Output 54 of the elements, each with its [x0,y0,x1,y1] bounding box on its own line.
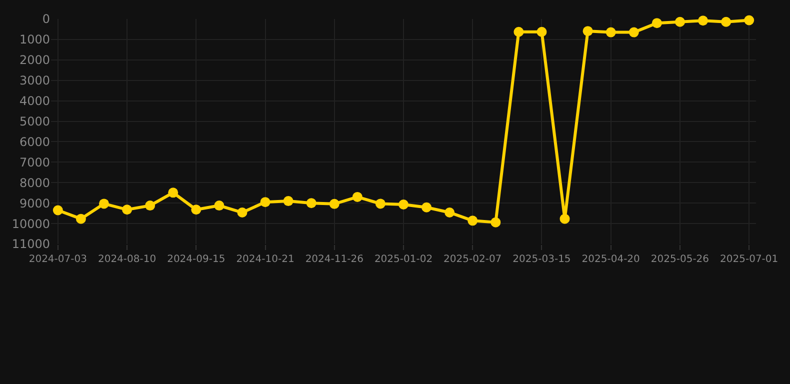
point [674,16,685,27]
point [652,18,662,28]
point [514,26,524,37]
x-tick-label: 2025-01-02 [374,254,433,265]
y-tick-label: 6000 [19,134,50,149]
point [375,198,386,209]
point [744,15,754,26]
x-tick-label: 2025-04-20 [582,254,640,265]
point [536,26,547,37]
y-tick-label: 4000 [19,94,50,108]
point [145,200,156,211]
point [422,202,432,212]
point [52,205,63,216]
point [329,198,340,209]
point [352,192,362,202]
y-tick-label: 5000 [19,114,50,128]
point [168,188,178,198]
x-tick-label: 2024-11-26 [305,254,364,265]
point [606,27,616,38]
y-tick-label: 11000 [12,237,50,252]
point [98,198,109,209]
point [560,214,570,224]
point [721,16,732,27]
y-tick-label: 3000 [19,74,50,88]
x-tick-label: 2025-07-01 [720,254,778,265]
x-tick-label: 2024-10-21 [236,254,294,265]
x-tick-label: 2024-09-15 [167,254,226,265]
y-tick-label: 10000 [12,216,50,231]
point [191,204,202,215]
x-tick-label: 2025-02-07 [444,254,502,265]
point [237,208,248,218]
point [122,204,132,215]
point [628,27,639,38]
y-tick-label: 7000 [19,155,50,170]
y-tick-label: 2000 [19,53,50,68]
point [490,217,501,228]
y-tick-label: 9000 [19,196,50,210]
y-tick-label: 8000 [19,176,50,190]
x-tick-label: 2025-03-15 [512,254,571,265]
point [214,200,224,211]
x-tick-label: 2024-08-10 [98,254,156,265]
point [398,200,408,210]
point [698,16,708,26]
x-tick-label: 2024-07-03 [28,254,87,265]
point [283,196,294,206]
point [260,197,270,208]
point [444,208,455,218]
point [76,214,86,224]
x-tick-label: 2025-05-26 [650,254,710,265]
point [468,216,478,226]
point [582,26,593,36]
y-tick-label: 0 [42,12,50,26]
y-tick-label: 1000 [19,32,50,47]
point [306,198,316,208]
